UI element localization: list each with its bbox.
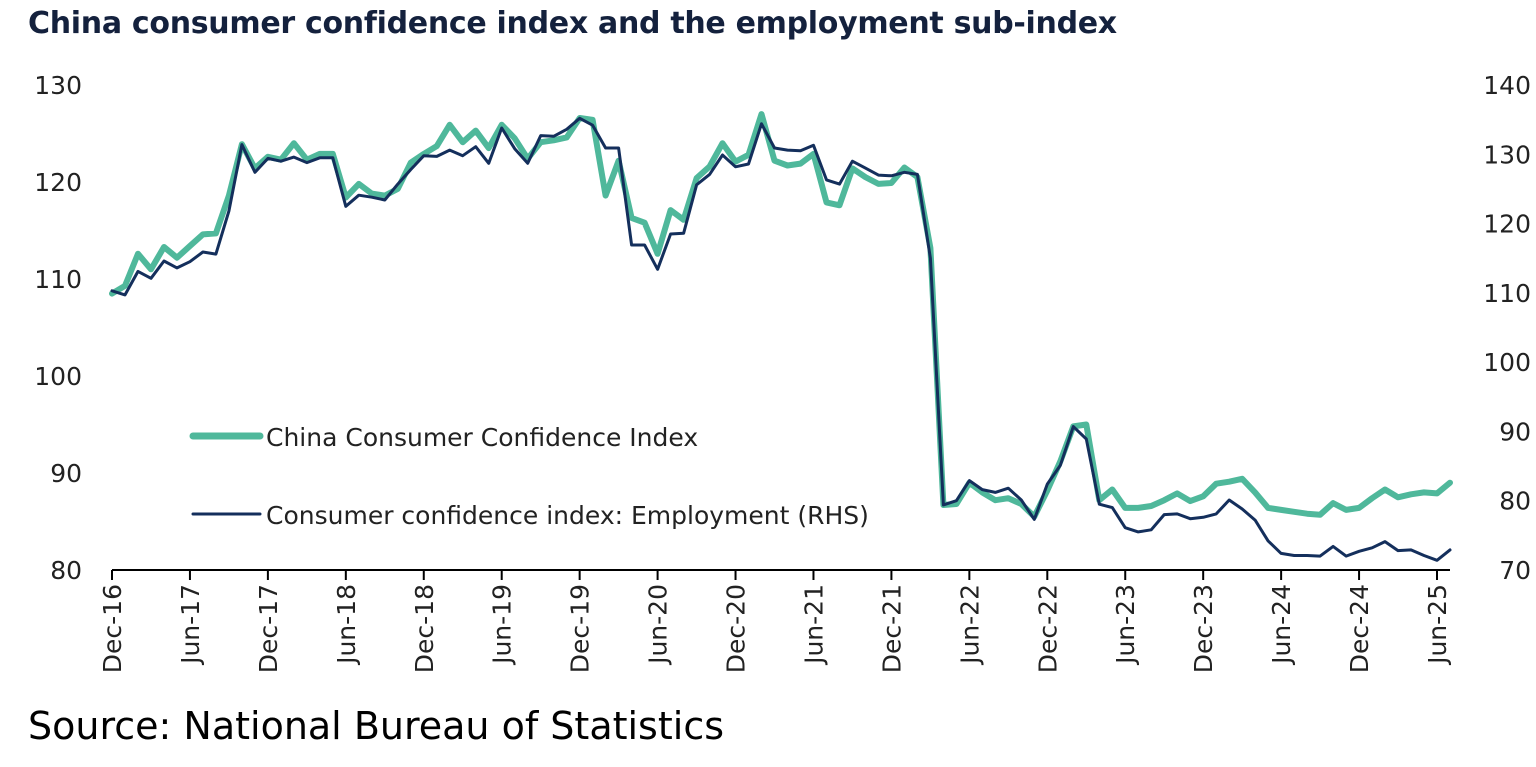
- x-tick-label: Jun-20: [644, 584, 673, 666]
- right-tick-label: 110: [1483, 279, 1531, 308]
- x-tick-label: Dec-20: [722, 584, 751, 673]
- x-tick-label: Jun-17: [176, 584, 205, 666]
- right-tick-label: 130: [1483, 140, 1531, 169]
- left-tick-label: 120: [34, 168, 82, 197]
- x-axis: Dec-16 Jun-17 Dec-17 Jun-18 Dec-18 Jun-19 Dec-…: [98, 569, 1452, 673]
- x-tick-label: Jun-21: [799, 584, 828, 666]
- legend-item-employment-label: Consumer confidence index: Employment (R…: [266, 501, 869, 530]
- right-tick-label: 80: [1499, 487, 1531, 516]
- x-tick-label: Dec-16: [98, 584, 127, 673]
- right-y-axis: 70 80 90 100 110 120 130 140: [1483, 71, 1531, 585]
- chart-title: China consumer confidence index and the …: [28, 6, 1117, 41]
- x-tick-label: Dec-22: [1033, 584, 1062, 673]
- right-tick-label: 140: [1483, 71, 1531, 100]
- x-tick-label: Jun-22: [955, 584, 984, 666]
- x-tick-label: Dec-19: [566, 584, 595, 673]
- series-line-employment: [110, 116, 1452, 562]
- source-note: Source: National Bureau of Statistics: [28, 704, 725, 748]
- x-tick-label: Jun-24: [1267, 584, 1296, 666]
- legend-item-consumer-confidence-label: China Consumer Confidence Index: [266, 423, 698, 452]
- x-tick-label: Dec-18: [410, 584, 439, 673]
- right-tick-label: 120: [1483, 210, 1531, 239]
- right-tick-label: 90: [1499, 417, 1531, 446]
- left-tick-label: 100: [34, 362, 82, 391]
- left-tick-label: 80: [50, 556, 82, 585]
- x-tick-label: Jun-23: [1111, 584, 1140, 666]
- left-tick-label: 130: [34, 71, 82, 100]
- left-y-axis: 80 90 100 110 120 130: [34, 71, 82, 585]
- series-group: [109, 111, 1453, 562]
- series-line-consumer-confidence: [109, 111, 1453, 520]
- legend: China Consumer Confidence Index Consumer …: [189, 423, 869, 530]
- right-tick-label: 70: [1499, 556, 1531, 585]
- x-tick-label: Jun-25: [1423, 584, 1452, 666]
- x-tick-label: Dec-17: [254, 584, 283, 673]
- x-tick-label: Dec-21: [877, 584, 906, 673]
- x-tick-label: Dec-24: [1345, 584, 1374, 673]
- right-tick-label: 100: [1483, 348, 1531, 377]
- x-tick-label: Jun-18: [332, 584, 361, 666]
- left-tick-label: 90: [50, 459, 82, 488]
- x-tick-label: Dec-23: [1189, 584, 1218, 673]
- left-tick-label: 110: [34, 265, 82, 294]
- x-tick-label: Jun-19: [488, 584, 517, 666]
